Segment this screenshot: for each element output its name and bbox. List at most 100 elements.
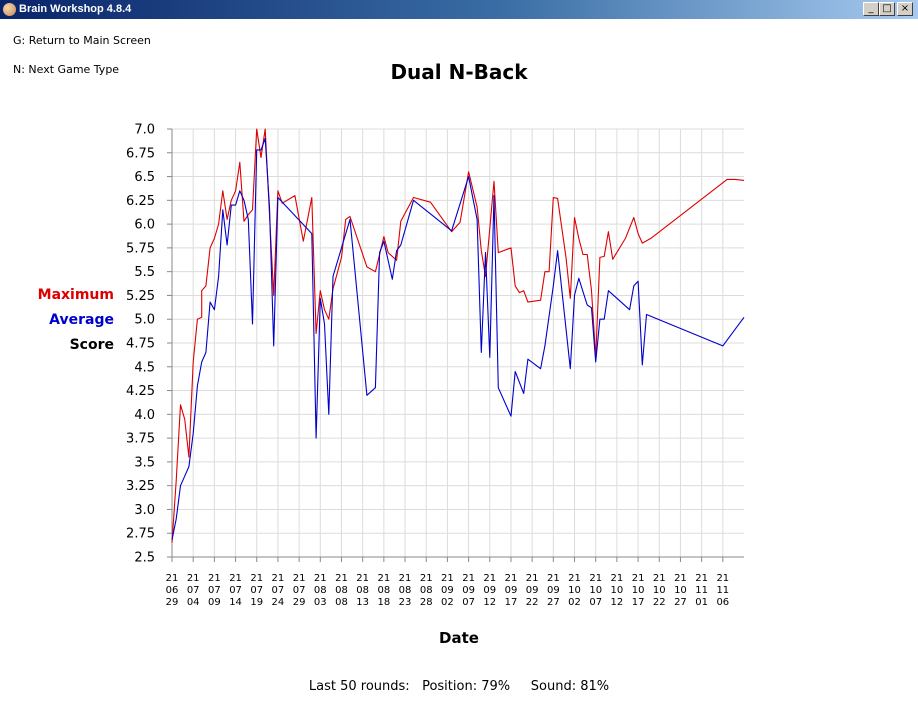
x-tick-label: 07: [589, 597, 602, 608]
x-tick-label: 07: [250, 585, 263, 596]
x-tick-label: 07: [462, 597, 475, 608]
x-tick-label: 21: [420, 573, 433, 584]
x-tick-label: 21: [505, 573, 518, 584]
x-tick-label: 21: [441, 573, 454, 584]
x-tick-label: 04: [187, 597, 200, 608]
x-tick-label: 08: [399, 585, 412, 596]
x-tick-label: 21: [526, 573, 539, 584]
x-tick-label: 08: [314, 585, 327, 596]
y-tick-label: 5.0: [134, 313, 155, 328]
x-tick-label: 21: [632, 573, 645, 584]
x-tick-label: 10: [632, 585, 645, 596]
x-tick-label: 23: [399, 597, 412, 608]
x-tick-label: 28: [420, 597, 433, 608]
last-rounds-label: Last 50 rounds:: [309, 679, 410, 694]
y-tick-label: 3.5: [134, 455, 155, 470]
x-tick-label: 10: [568, 585, 581, 596]
x-tick-label: 12: [611, 597, 624, 608]
x-tick-label: 07: [293, 585, 306, 596]
x-tick-label: 08: [335, 585, 348, 596]
y-tick-label: 5.25: [126, 289, 155, 304]
x-tick-label: 14: [229, 597, 242, 608]
x-tick-label: 21: [166, 573, 179, 584]
x-tick-label: 10: [653, 585, 666, 596]
y-tick-label: 5.5: [134, 265, 155, 280]
x-tick-label: 22: [526, 597, 539, 608]
y-tick-label: 4.75: [126, 337, 155, 352]
x-tick-label: 07: [187, 585, 200, 596]
x-tick-label: 21: [547, 573, 560, 584]
x-tick-label: 29: [166, 597, 179, 608]
x-tick-label: 09: [505, 585, 518, 596]
x-tick-label: 21: [674, 573, 687, 584]
x-tick-label: 21: [653, 573, 666, 584]
x-tick-label: 09: [462, 585, 475, 596]
x-tick-label: 08: [420, 585, 433, 596]
x-tick-label: 01: [695, 597, 708, 608]
y-tick-label: 4.0: [134, 408, 155, 423]
x-tick-label: 27: [547, 597, 560, 608]
x-tick-label: 19: [250, 597, 263, 608]
x-tick-label: 06: [166, 585, 179, 596]
y-tick-label: 6.75: [126, 146, 155, 161]
x-tick-label: 21: [716, 573, 729, 584]
x-tick-label: 07: [229, 585, 242, 596]
x-tick-label: 06: [716, 597, 729, 608]
x-tick-label: 21: [377, 573, 390, 584]
x-tick-label: 27: [674, 597, 687, 608]
x-tick-label: 21: [250, 573, 263, 584]
x-tick-label: 21: [187, 573, 200, 584]
x-axis-label: Date: [439, 629, 479, 647]
x-tick-label: 09: [526, 585, 539, 596]
x-tick-label: 21: [611, 573, 624, 584]
x-tick-label: 17: [505, 597, 518, 608]
position-stat: Position: 79%: [422, 679, 510, 694]
score-chart: 2.5 2.75 3.0 3.25 3.5 3.75 4.0 4.25 4.5 4.75 5.0 5.…: [0, 0, 918, 660]
last-rounds-summary: Last 50 rounds: Position: 79% Sound: 81%: [0, 679, 918, 694]
x-tick-label: 13: [356, 597, 369, 608]
x-tick-label: 10: [589, 585, 602, 596]
y-tick-label: 6.5: [134, 170, 155, 185]
x-tick-label: 07: [208, 585, 221, 596]
series-line-maximum: [172, 129, 744, 543]
y-tick-label: 6.25: [126, 194, 155, 209]
x-tick-label: 10: [611, 585, 624, 596]
y-tick-label: 4.25: [126, 384, 155, 399]
y-tick-label: 2.5: [134, 551, 155, 566]
x-tick-label: 21: [272, 573, 285, 584]
y-tick-label: 3.25: [126, 479, 155, 494]
series-line-average: [172, 139, 744, 540]
x-tick-label: 21: [208, 573, 221, 584]
x-tick-label: 09: [208, 597, 221, 608]
x-tick-label: 21: [356, 573, 369, 584]
y-tick-label: 3.75: [126, 432, 155, 447]
x-tick-label: 21: [568, 573, 581, 584]
y-tick-label: 2.75: [126, 527, 155, 542]
x-tick-label: 08: [377, 585, 390, 596]
y-tick-label: 6.0: [134, 218, 155, 233]
x-tick-label: 18: [377, 597, 390, 608]
x-tick-label: 21: [399, 573, 412, 584]
x-tick-label: 21: [462, 573, 475, 584]
x-tick-label: 09: [483, 585, 496, 596]
x-tick-label: 21: [695, 573, 708, 584]
x-tick-label: 07: [272, 585, 285, 596]
y-tick-label: 5.75: [126, 241, 155, 256]
x-tick-label: 09: [441, 585, 454, 596]
sound-stat: Sound: 81%: [531, 679, 609, 694]
x-tick-label: 09: [547, 585, 560, 596]
x-tick-label: 21: [314, 573, 327, 584]
x-tick-label: 22: [653, 597, 666, 608]
x-tick-label: 21: [293, 573, 306, 584]
x-tick-label: 02: [568, 597, 581, 608]
x-tick-label: 03: [314, 597, 327, 608]
x-tick-label: 21: [229, 573, 242, 584]
x-tick-label: 21: [589, 573, 602, 584]
x-tick-label: 11: [695, 585, 708, 596]
x-tick-label: 02: [441, 597, 454, 608]
x-tick-label: 11: [716, 585, 729, 596]
x-tick-label: 17: [632, 597, 645, 608]
x-tick-label: 24: [272, 597, 285, 608]
y-tick-label: 3.0: [134, 503, 155, 518]
y-tick-label: 7.0: [134, 123, 155, 138]
